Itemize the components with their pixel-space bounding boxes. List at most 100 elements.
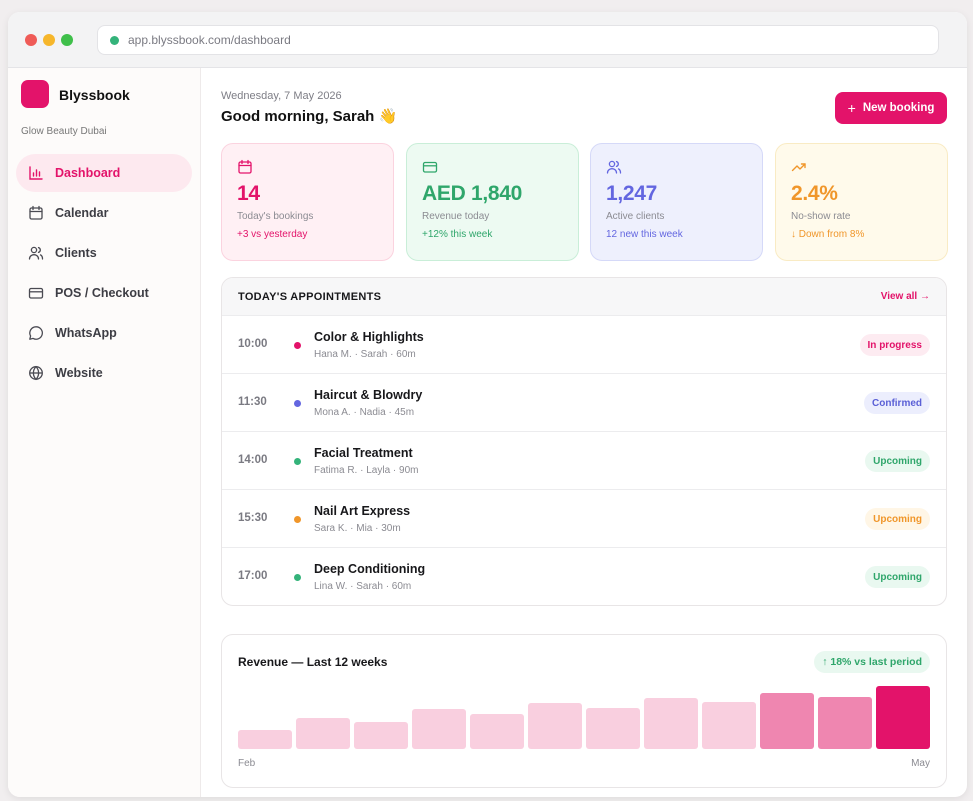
- appointment-meta: Hana M. · Sarah · 60m: [314, 349, 416, 360]
- revenue-bar: [818, 696, 872, 749]
- stat-label: Active clients: [606, 211, 665, 222]
- revenue-chart-title: Revenue — Last 12 weeks: [238, 655, 388, 669]
- sidebar-item-dashboard[interactable]: Dashboard: [16, 154, 192, 192]
- calendar-icon: [28, 205, 44, 221]
- globe-icon: [28, 365, 44, 381]
- calendar-icon: [237, 159, 253, 175]
- appointment-service: Haircut & Blowdry: [314, 388, 423, 402]
- appointment-service: Nail Art Express: [314, 504, 411, 518]
- stat-label: Today's bookings: [237, 211, 314, 222]
- appointment-time: 15:30: [238, 512, 268, 524]
- minimize-window-button[interactable]: [43, 34, 55, 46]
- sidebar-item-label: Clients: [55, 246, 97, 260]
- status-badge: Upcoming: [865, 508, 930, 530]
- stat-label: No-show rate: [791, 211, 851, 222]
- appointment-service: Color & Highlights: [314, 330, 424, 344]
- close-window-button[interactable]: [25, 34, 37, 46]
- sidebar: Blyssbook Glow Beauty Dubai Dashboard Ca…: [8, 68, 201, 797]
- appointments-list: 10:00 Color & Highlights Hana M. · Sarah…: [222, 316, 946, 605]
- bar-chart-icon: [28, 165, 44, 181]
- sidebar-nav: Dashboard Calendar Clients POS / Checkou…: [16, 154, 192, 394]
- status-dot: [294, 516, 301, 523]
- stat-change: +12% this week: [422, 229, 493, 240]
- status-badge: Upcoming: [865, 450, 930, 472]
- credit-card-icon: [422, 159, 438, 175]
- appointments-title: TODAY'S APPOINTMENTS: [238, 290, 382, 303]
- secure-indicator-icon: [110, 35, 119, 45]
- stat-change: ↓ Down from 8%: [791, 229, 865, 240]
- appointments-header: TODAY'S APPOINTMENTS View all →: [222, 278, 946, 316]
- business-name: Glow Beauty Dubai: [21, 126, 107, 137]
- revenue-bar: [528, 702, 582, 749]
- stat-value: 14: [237, 182, 260, 205]
- plus-icon: +: [847, 100, 856, 116]
- url-text: app.blyssbook.com/dashboard: [128, 33, 291, 47]
- revenue-bar: [644, 697, 698, 749]
- stat-label: Revenue today: [422, 211, 490, 222]
- appointment-row[interactable]: 15:30 Nail Art Express Sara K. · Mia · 3…: [222, 490, 946, 548]
- revenue-bar: [412, 709, 466, 749]
- revenue-bar: [238, 729, 292, 749]
- revenue-bar: [876, 686, 930, 749]
- new-booking-button[interactable]: + New booking: [835, 92, 947, 124]
- appointment-time: 17:00: [238, 570, 268, 582]
- revenue-bar: [354, 722, 408, 749]
- sidebar-item-label: POS / Checkout: [55, 286, 149, 300]
- appointment-time: 10:00: [238, 338, 268, 350]
- x-axis-end-label: May: [911, 758, 930, 769]
- revenue-bar: [586, 708, 640, 749]
- stat-card-clients[interactable]: 1,247 Active clients 12 new this week: [590, 143, 763, 261]
- browser-window: app.blyssbook.com/dashboard Blyssbook Gl…: [8, 12, 967, 797]
- stat-value: 2.4%: [791, 182, 838, 205]
- revenue-bar: [470, 713, 524, 749]
- address-bar[interactable]: app.blyssbook.com/dashboard: [97, 25, 939, 55]
- appointment-row[interactable]: 11:30 Haircut & Blowdry Mona A. · Nadia …: [222, 374, 946, 432]
- revenue-bars: [238, 685, 930, 749]
- revenue-bar: [760, 692, 814, 749]
- sidebar-item-clients[interactable]: Clients: [16, 234, 192, 272]
- appointment-row[interactable]: 10:00 Color & Highlights Hana M. · Sarah…: [222, 316, 946, 374]
- status-dot: [294, 574, 301, 581]
- current-date: Wednesday, 7 May 2026: [221, 90, 342, 102]
- stat-value: AED 1,840: [422, 182, 523, 205]
- appointment-time: 11:30: [238, 396, 267, 408]
- revenue-bar: [702, 701, 756, 749]
- revenue-chart-panel: Revenue — Last 12 weeks ↑ 18% vs last pe…: [221, 634, 947, 788]
- status-badge: In progress: [859, 334, 930, 356]
- sidebar-item-label: WhatsApp: [55, 326, 117, 340]
- appointment-row[interactable]: 17:00 Deep Conditioning Lina W. · Sarah …: [222, 548, 946, 605]
- stat-card-revenue[interactable]: AED 1,840 Revenue today +12% this week: [406, 143, 579, 261]
- stat-card-bookings[interactable]: 14 Today's bookings +3 vs yesterday: [221, 143, 394, 261]
- page-title: Good morning, Sarah 👋: [221, 108, 398, 125]
- appointment-meta: Mona A. · Nadia · 45m: [314, 407, 415, 418]
- stat-change: +3 vs yesterday: [237, 229, 308, 240]
- users-icon: [28, 245, 44, 261]
- stat-card-no-show[interactable]: 2.4% No-show rate ↓ Down from 8%: [775, 143, 948, 261]
- chat-bubble-icon: [28, 325, 44, 341]
- stat-change: 12 new this week: [606, 229, 683, 240]
- status-badge: Confirmed: [864, 392, 930, 414]
- sidebar-item-pos-checkout[interactable]: POS / Checkout: [16, 274, 192, 312]
- sidebar-item-website[interactable]: Website: [16, 354, 192, 392]
- browser-chrome: app.blyssbook.com/dashboard: [8, 12, 967, 68]
- view-all-link[interactable]: View all →: [880, 291, 930, 302]
- status-dot: [294, 400, 301, 407]
- brand-logo: [21, 80, 49, 108]
- status-badge: Upcoming: [865, 566, 930, 588]
- appointments-panel: TODAY'S APPOINTMENTS View all → 10:00 Co…: [221, 277, 947, 606]
- status-dot: [294, 342, 301, 349]
- users-icon: [606, 159, 622, 175]
- main-content: Wednesday, 7 May 2026 Good morning, Sara…: [201, 68, 967, 797]
- appointment-meta: Lina W. · Sarah · 60m: [314, 581, 412, 592]
- sidebar-item-label: Dashboard: [55, 166, 121, 180]
- appointment-row[interactable]: 14:00 Facial Treatment Fatima R. · Layla…: [222, 432, 946, 490]
- stat-value: 1,247: [606, 182, 658, 205]
- appointment-service: Deep Conditioning: [314, 562, 426, 576]
- appointment-meta: Fatima R. · Layla · 90m: [314, 465, 419, 476]
- appointment-time: 14:00: [238, 454, 268, 466]
- appointment-service: Facial Treatment: [314, 446, 413, 460]
- sidebar-item-calendar[interactable]: Calendar: [16, 194, 192, 232]
- credit-card-icon: [28, 285, 44, 301]
- maximize-window-button[interactable]: [61, 34, 73, 46]
- sidebar-item-whatsapp[interactable]: WhatsApp: [16, 314, 192, 352]
